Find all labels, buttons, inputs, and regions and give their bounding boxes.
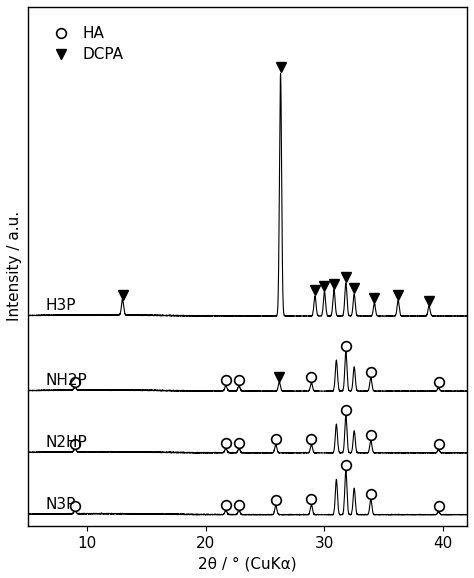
Y-axis label: Intensity / a.u.: Intensity / a.u. <box>7 212 22 321</box>
X-axis label: 2θ / ° (CuKα): 2θ / ° (CuKα) <box>198 556 297 571</box>
Text: N2HP: N2HP <box>46 435 87 450</box>
Text: NH2P: NH2P <box>46 373 87 388</box>
Text: N3P: N3P <box>46 497 76 512</box>
Text: H3P: H3P <box>46 298 76 313</box>
Legend: HA, DCPA: HA, DCPA <box>39 20 129 68</box>
